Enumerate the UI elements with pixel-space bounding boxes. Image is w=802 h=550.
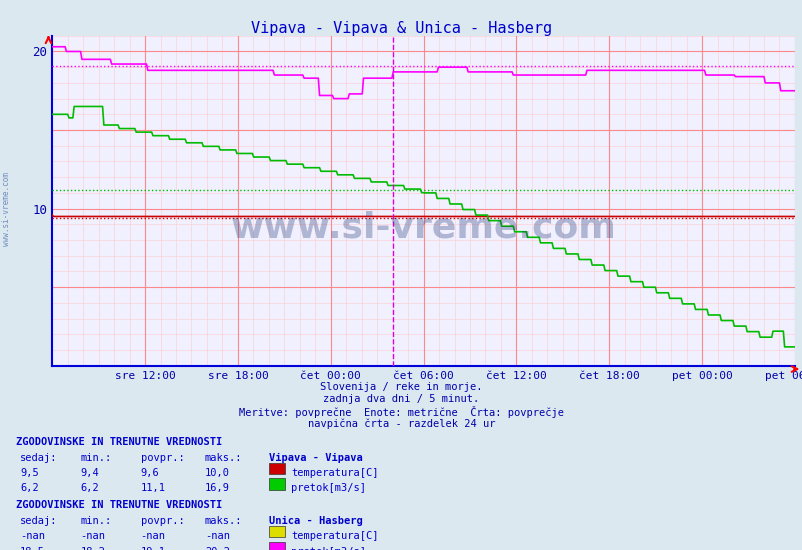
Text: Slovenija / reke in morje.: Slovenija / reke in morje. (320, 382, 482, 392)
Text: temperatura[C]: temperatura[C] (291, 468, 379, 478)
Text: navpična črta - razdelek 24 ur: navpična črta - razdelek 24 ur (307, 419, 495, 429)
Text: Vipava - Vipava: Vipava - Vipava (269, 453, 363, 463)
Text: Meritve: povprečne  Enote: metrične  Črta: povprečje: Meritve: povprečne Enote: metrične Črta:… (239, 406, 563, 419)
Text: Unica - Hasberg: Unica - Hasberg (269, 516, 363, 526)
Text: -nan: -nan (20, 531, 45, 541)
Text: -nan: -nan (205, 531, 229, 541)
Text: ZGODOVINSKE IN TRENUTNE VREDNOSTI: ZGODOVINSKE IN TRENUTNE VREDNOSTI (16, 500, 222, 510)
Text: 9,6: 9,6 (140, 468, 159, 478)
Text: Vipava - Vipava & Unica - Hasberg: Vipava - Vipava & Unica - Hasberg (250, 21, 552, 36)
Text: 10,0: 10,0 (205, 468, 229, 478)
Text: 18,5: 18,5 (20, 547, 45, 550)
Text: min.:: min.: (80, 453, 111, 463)
Text: 9,4: 9,4 (80, 468, 99, 478)
Text: -nan: -nan (140, 531, 165, 541)
Text: 6,2: 6,2 (20, 483, 38, 493)
Text: sedaj:: sedaj: (20, 453, 58, 463)
Text: min.:: min.: (80, 516, 111, 526)
Text: pretok[m3/s]: pretok[m3/s] (291, 547, 366, 550)
Text: www.si-vreme.com: www.si-vreme.com (2, 172, 11, 246)
Text: -nan: -nan (80, 531, 105, 541)
Text: 18,2: 18,2 (80, 547, 105, 550)
Text: 11,1: 11,1 (140, 483, 165, 493)
Text: pretok[m3/s]: pretok[m3/s] (291, 483, 366, 493)
Text: zadnja dva dni / 5 minut.: zadnja dva dni / 5 minut. (323, 394, 479, 404)
Text: maks.:: maks.: (205, 516, 242, 526)
Text: povpr.:: povpr.: (140, 516, 184, 526)
Text: 20,2: 20,2 (205, 547, 229, 550)
Text: 9,5: 9,5 (20, 468, 38, 478)
Text: sedaj:: sedaj: (20, 516, 58, 526)
Text: povpr.:: povpr.: (140, 453, 184, 463)
Text: ZGODOVINSKE IN TRENUTNE VREDNOSTI: ZGODOVINSKE IN TRENUTNE VREDNOSTI (16, 437, 222, 447)
Text: temperatura[C]: temperatura[C] (291, 531, 379, 541)
Text: 19,1: 19,1 (140, 547, 165, 550)
Text: 16,9: 16,9 (205, 483, 229, 493)
Text: www.si-vreme.com: www.si-vreme.com (230, 210, 616, 244)
Text: 6,2: 6,2 (80, 483, 99, 493)
Text: maks.:: maks.: (205, 453, 242, 463)
